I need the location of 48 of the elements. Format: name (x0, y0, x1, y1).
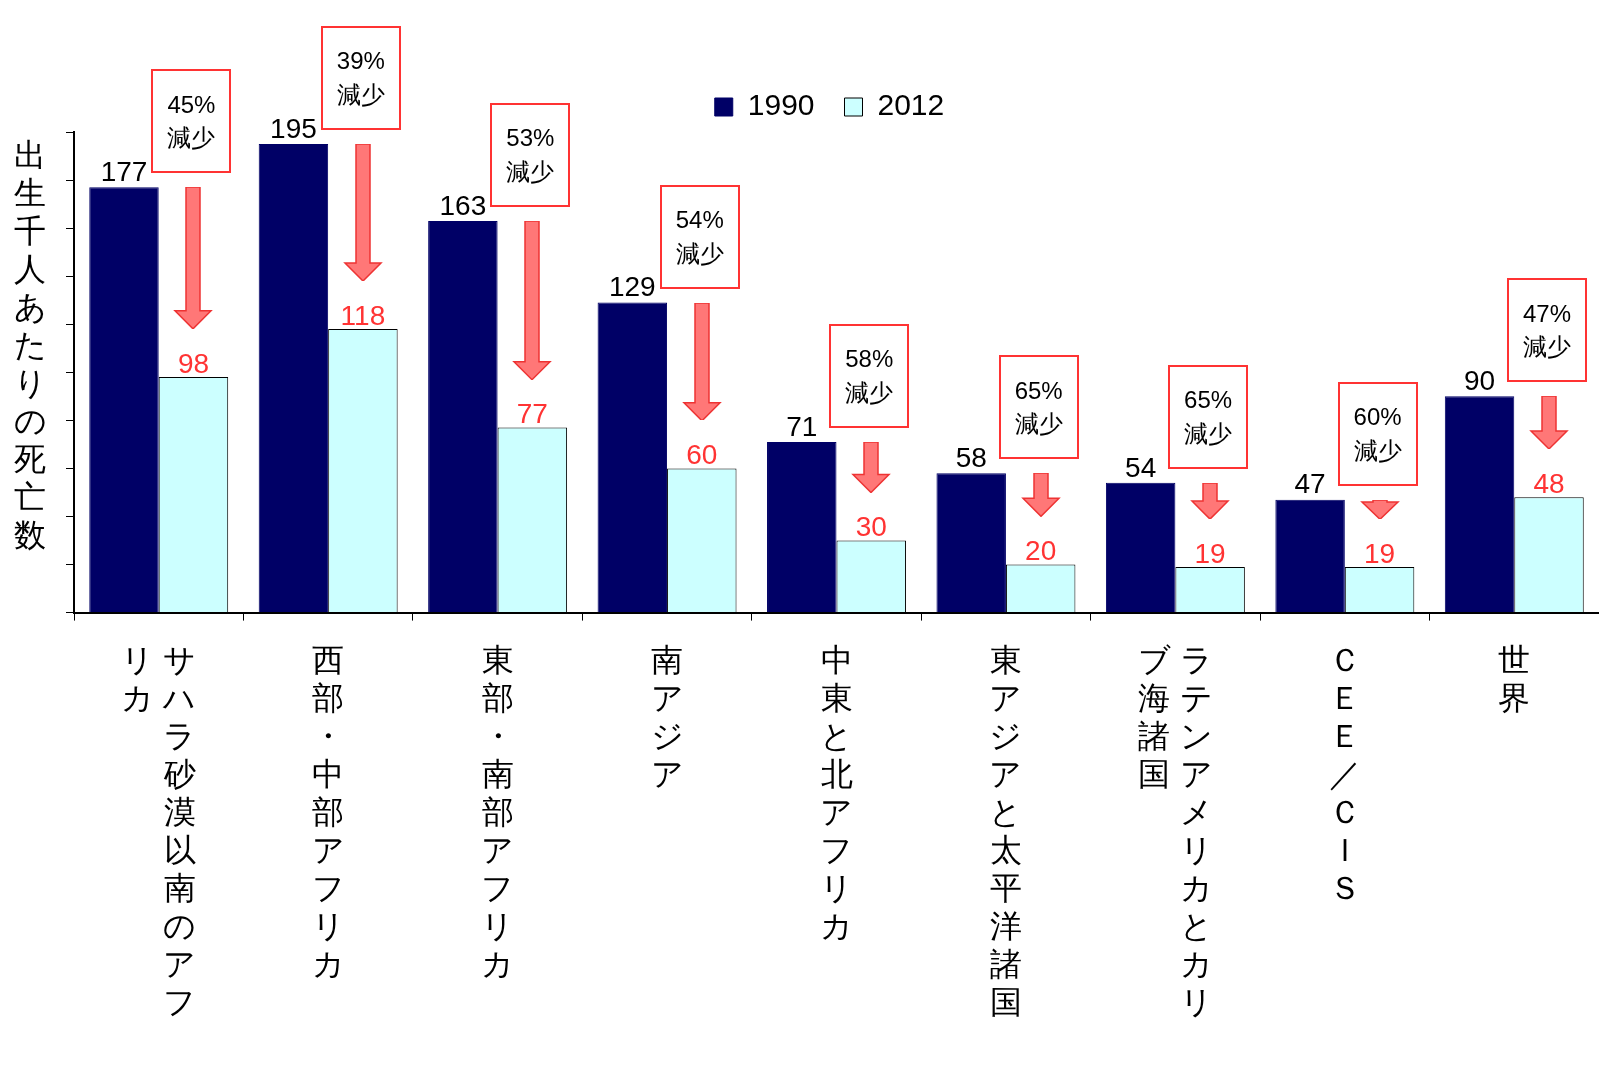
data-label: 98 (177, 347, 210, 379)
category-label: サハラ砂漠以南のアフリカ (121, 641, 197, 1020)
bar (1444, 396, 1515, 613)
data-label: 58 (955, 441, 987, 473)
bar (258, 144, 329, 613)
data-label: 71 (786, 410, 818, 442)
data-label: 19 (1194, 537, 1226, 569)
data-label: 48 (1533, 467, 1565, 499)
annotation: 45% 減少 (151, 69, 232, 174)
data-label: 195 (270, 112, 317, 144)
category-label: 東部・南部アフリカ (481, 641, 515, 982)
legend-label: 1990 (747, 88, 815, 122)
data-label: 129 (608, 271, 656, 303)
x-tick-label: 世界 (1497, 640, 1532, 718)
annotation: 47% 減少 (1507, 278, 1587, 383)
annotation: 53% 減少 (490, 102, 571, 207)
data-label: 54 (1125, 451, 1157, 483)
category-label: 西部・中部アフリカ (311, 641, 345, 982)
bar (597, 302, 668, 613)
x-tick-label: 南アジア (649, 640, 685, 794)
legend-label: 2012 (877, 88, 945, 122)
data-label: 60 (686, 439, 718, 471)
bar (1275, 499, 1345, 613)
annotation: 58% 減少 (829, 323, 910, 428)
data-label: 30 (855, 511, 887, 543)
data-label: 20 (1025, 535, 1057, 567)
bar (1105, 482, 1176, 613)
data-label: 163 (439, 189, 487, 221)
data-label: 77 (516, 398, 548, 430)
bar (936, 473, 1006, 613)
x-tick-label: 中東と北アフリカ (819, 640, 854, 946)
data-label: 47 (1294, 468, 1326, 500)
bar (89, 187, 159, 613)
data-label: 19 (1363, 537, 1396, 569)
annotation: 54% 減少 (659, 184, 740, 289)
annotation: 65% 減少 (998, 355, 1079, 460)
annotation: 65% 減少 (1168, 364, 1249, 469)
data-label: 118 (340, 299, 386, 331)
annotation: 60% 減少 (1337, 381, 1418, 486)
data-label: 177 (100, 155, 148, 187)
text: 39% 減少 (320, 26, 401, 130)
bar (767, 441, 837, 613)
data-label: 90 (1463, 365, 1496, 397)
bar (428, 220, 498, 613)
x-tick-label: ＣＥＥ／ＣＩＳ (1327, 640, 1362, 908)
text: 出生千人あたりの死亡数 (13, 137, 47, 553)
category-label: 東アジアと太平洋諸国 (989, 641, 1023, 1020)
category-label: ラテンアメリカとカリブ海諸国 (1137, 641, 1213, 1020)
